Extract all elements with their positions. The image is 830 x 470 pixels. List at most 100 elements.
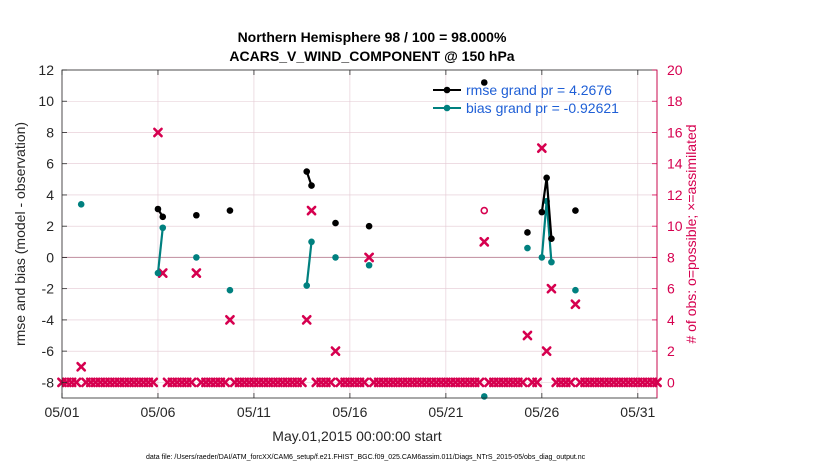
x-tick-label: 05/26 <box>524 404 559 420</box>
y-right-tick-label: 12 <box>667 187 683 203</box>
obs-assimilated-marker <box>220 377 231 388</box>
y-left-tick-label: 2 <box>46 218 54 234</box>
legend-bias-marker <box>443 104 451 112</box>
bias-point <box>226 286 234 294</box>
rmse-point <box>524 229 531 236</box>
obs-assimilated-marker <box>517 377 528 388</box>
y-right-tick-label: 20 <box>667 62 683 78</box>
grid-lines <box>61 69 657 398</box>
bias-series-line <box>156 227 164 274</box>
rmse-point <box>193 211 200 219</box>
bias-point <box>365 261 373 269</box>
x-axis-label: May.01,2015 00:00:00 start <box>272 428 442 444</box>
y-right-tick-label: 6 <box>667 281 675 297</box>
chart-subtitle: ACARS_V_WIND_COMPONENT @ 150 hPa <box>229 48 514 64</box>
y-left-tick-label: -8 <box>42 374 55 390</box>
rmse-point <box>543 174 550 182</box>
rmse-point <box>480 79 488 86</box>
rmse-point <box>226 207 234 214</box>
rmse-point <box>154 205 162 213</box>
x-tick-label: 05/16 <box>332 404 367 420</box>
bias-point <box>480 393 488 400</box>
obs-assimilated-marker <box>325 377 336 388</box>
obs-assimilated-marker <box>297 377 307 388</box>
x-tick-label: 05/01 <box>44 404 79 420</box>
legend-rmse-text: rmse grand pr = 4.2676 <box>466 82 612 98</box>
y-left-tick-label: 4 <box>46 187 54 203</box>
bias-series-line <box>305 241 313 286</box>
bias-point <box>572 286 579 294</box>
y-right-tick-label: 10 <box>667 218 683 234</box>
y-left-tick-label: 6 <box>46 156 54 172</box>
bias-point <box>193 254 200 261</box>
obs-assimilated-marker <box>76 361 87 372</box>
obs-assimilated-marker <box>306 205 317 216</box>
y-left-tick-label: 0 <box>46 249 54 265</box>
chart-title: Northern Hemisphere 98 / 100 = 98.000% <box>238 29 507 45</box>
obs-assimilated-marker <box>364 252 374 263</box>
data-file-footer: data file: /Users/raeder/DAI/ATM_forcXX/… <box>146 454 586 461</box>
obs-assimilated-marker <box>565 377 576 388</box>
y-right-tick-label: 0 <box>667 374 675 390</box>
legend-bias-text: bias grand pr = -0.92621 <box>466 100 619 116</box>
rmse-point <box>332 219 339 227</box>
bias-point <box>303 282 311 289</box>
rmse-point <box>303 168 311 175</box>
y-left-tick-label: -2 <box>42 281 55 297</box>
obs-assimilated-marker <box>148 377 159 388</box>
y-right-tick-label: 4 <box>667 312 675 328</box>
y-right-tick-label: 16 <box>667 124 683 140</box>
obs-assimilated-marker <box>301 315 312 325</box>
x-tick-label: 05/11 <box>237 404 271 420</box>
obs-assimilated-marker <box>546 283 557 294</box>
rmse-point <box>538 208 546 216</box>
bias-point <box>524 244 531 252</box>
y-right-tick-label: 8 <box>667 249 675 265</box>
obs-assimilated-marker <box>522 330 533 341</box>
y-axis-label-left: rmse and bias (model - observation) <box>12 122 28 346</box>
obs-assimilated-marker <box>186 377 197 388</box>
obs-assimilated-marker <box>474 377 485 388</box>
y-axis-label-right: # of obs: o=possible; ×=assimilated <box>683 124 699 343</box>
obs-possible-marker <box>480 206 489 215</box>
y-right-tick-label: 2 <box>667 343 675 359</box>
obs-assimilated-marker <box>225 315 235 325</box>
bias-point <box>332 254 339 261</box>
obs-assimilated-marker <box>479 236 490 247</box>
y-left-tick-label: 10 <box>38 93 54 109</box>
y-right-tick-label: 18 <box>667 93 683 109</box>
y-left-tick-label: -4 <box>42 312 55 328</box>
plot-area <box>57 79 662 400</box>
bias-point <box>154 269 162 277</box>
obs-assimilated-marker <box>359 377 370 388</box>
obs-assimilated-marker <box>532 377 542 388</box>
obs-assimilated-marker <box>153 127 163 138</box>
bias-point <box>77 201 85 208</box>
bias-point <box>538 254 546 261</box>
axes: 05/01 05/06 05/11 05/16 05/21 05/26 05/31 -8 -6 -… <box>38 62 682 420</box>
bias-point <box>308 238 315 246</box>
obs-assimilated-marker <box>157 268 168 278</box>
legend: rmse grand pr = 4.2676 bias grand pr = -… <box>433 82 619 116</box>
rmse-point <box>365 222 373 230</box>
y-left-tick-label: -6 <box>42 343 55 359</box>
obs-assimilated-marker <box>541 346 552 357</box>
obs-assimilated-marker <box>330 346 341 357</box>
rmse-point <box>548 235 555 242</box>
y-right-tick-label: 14 <box>667 156 683 172</box>
rmse-point <box>308 182 315 189</box>
bias-point <box>548 258 555 266</box>
obs-assimilated-marker <box>71 377 82 388</box>
obs-assimilated-marker <box>570 299 581 310</box>
plot-frame <box>61 69 658 399</box>
x-tick-label: 05/31 <box>620 404 655 420</box>
legend-rmse-marker <box>443 86 451 94</box>
obs-assimilated-marker <box>536 143 547 153</box>
x-tick-label: 05/21 <box>428 404 463 420</box>
rmse-point <box>159 213 167 221</box>
obs-assimilated-marker <box>191 268 202 278</box>
x-tick-label: 05/06 <box>140 404 175 420</box>
y-left-tick-label: 8 <box>46 124 54 140</box>
bias-point <box>159 224 167 232</box>
